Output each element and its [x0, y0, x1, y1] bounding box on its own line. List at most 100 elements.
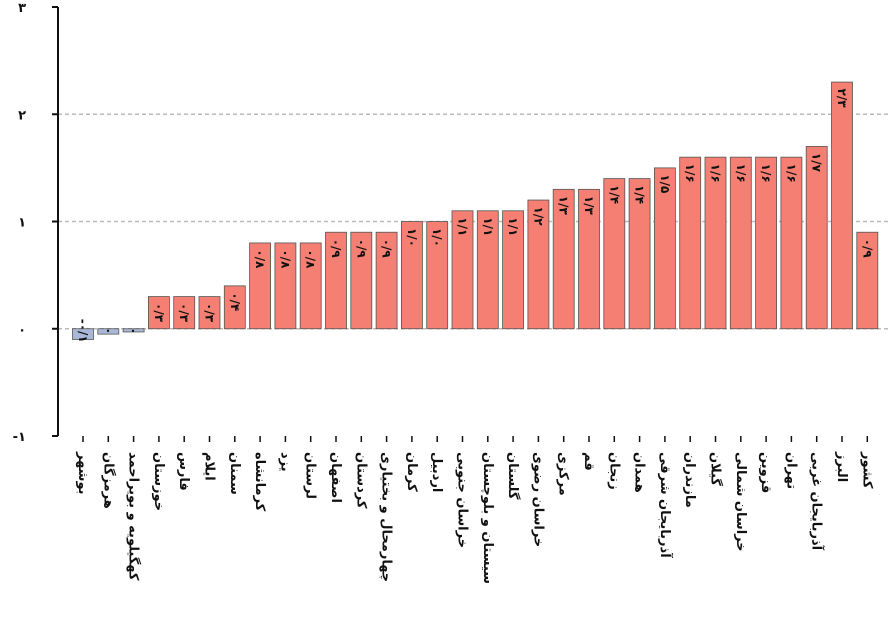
data-label: ۰ — [127, 327, 141, 334]
data-label: ۰/۸ — [253, 249, 267, 269]
bar — [476, 210, 499, 330]
bar — [451, 210, 474, 330]
data-label: ۱/۶ — [759, 164, 773, 183]
category-label: خراسان جنوبی — [455, 452, 470, 548]
bar — [831, 81, 853, 330]
data-label: ۱/۵ — [658, 174, 672, 193]
category-label: گیلان — [708, 452, 724, 486]
data-label: ۰/۴ — [228, 292, 242, 311]
x-axis-ticks — [82, 436, 869, 442]
data-label: ۱/۷ — [810, 153, 824, 173]
category-label: مازندران — [682, 452, 697, 508]
category-label: اردبیل — [429, 452, 444, 492]
category-label: فارس — [176, 452, 191, 491]
data-label: ۱/۶ — [683, 164, 697, 183]
data-label: ۰/۳ — [152, 303, 166, 323]
category-label: البرز — [834, 451, 849, 482]
y-tick-label: ۰ — [18, 323, 26, 338]
data-label: ۱/۰ — [405, 228, 419, 247]
category-label: خراسان شمالی — [733, 452, 748, 552]
category-label: همدان — [632, 452, 647, 493]
category-label: چهارمحال و بختیاری — [379, 452, 394, 582]
category-label: زنجان — [606, 452, 621, 490]
category-label: کردستان — [353, 452, 368, 509]
category-label: سمنان — [227, 452, 242, 495]
category-label: کرمان — [404, 452, 419, 492]
bar — [603, 178, 626, 330]
data-label: ۰/۹ — [329, 239, 343, 259]
bar — [856, 231, 879, 330]
data-label: ۰/۸ — [278, 249, 292, 269]
data-label: ۱/۱ — [481, 217, 495, 236]
data-label: ۰/۹ — [354, 239, 368, 259]
category-label: ایلام — [202, 452, 217, 481]
data-label: ۱/۰ — [430, 228, 444, 247]
data-label: ۰/۳ — [203, 303, 217, 323]
bar — [325, 231, 347, 330]
bar — [375, 231, 398, 330]
bar — [400, 221, 423, 330]
bar — [249, 242, 272, 330]
bar — [654, 167, 676, 330]
category-label: بوشهر — [75, 451, 90, 495]
category-label: قم — [581, 452, 596, 471]
bar — [122, 328, 145, 333]
bar — [147, 296, 170, 330]
category-label: گلستان — [505, 452, 521, 500]
category-label: سیستان و بلوچستان — [480, 452, 495, 584]
category-label: آذربایجان شرقی — [657, 452, 674, 558]
bar — [350, 231, 373, 330]
data-label: ۱/۴ — [607, 185, 621, 204]
bar — [274, 242, 297, 330]
data-label: ۰/۸ — [304, 249, 318, 269]
category-label: کهگیلویه و بویراحمد — [126, 452, 142, 581]
data-label: ۰/۹ — [860, 239, 874, 259]
bar — [729, 156, 752, 330]
category-label: یزد — [277, 452, 292, 472]
bar — [198, 296, 221, 330]
category-label: خوزستان — [151, 452, 166, 511]
category-label: اصفهان — [328, 452, 343, 503]
bar — [527, 199, 550, 330]
bar — [704, 156, 727, 330]
bar — [755, 156, 777, 330]
category-label: تهران — [783, 452, 798, 489]
category-label: مرکزی — [556, 452, 571, 496]
data-labels: -۰/۱ ۰ ۰ ۰/۳ ۰/۳ ۰/۳ ۰/۴ ۰/۸ ۰/۸ ۰/۸ ۰/۹ ۰/۹ ۰/۹ ۱/۰ ۱… — [76, 89, 874, 343]
data-label: ۰ — [101, 327, 115, 334]
y-tick-label: ۲ — [18, 108, 26, 123]
category-label: کشور — [859, 451, 874, 489]
category-labels: بوشهر هرمزگان کهگیلویه و بویراحمد خوزستان فا… — [75, 451, 874, 584]
bar — [628, 178, 651, 330]
data-label: ۱/۴ — [633, 185, 647, 204]
y-axis-ticks: -۱ ۰ ۱ ۲ ۳ — [13, 1, 58, 445]
bar — [426, 221, 449, 330]
y-tick-label: -۱ — [13, 430, 26, 445]
data-label: ۱/۳ — [557, 196, 571, 216]
bar — [780, 156, 803, 330]
bar — [173, 296, 196, 330]
bar — [72, 328, 94, 340]
data-label: ۲/۳ — [835, 89, 849, 109]
bar — [679, 156, 702, 330]
data-label: ۱/۶ — [734, 164, 748, 183]
category-label: کرمانشاه — [252, 452, 267, 512]
category-label: آذربایجان غربی — [809, 452, 826, 551]
category-label: لرستان — [303, 452, 318, 499]
data-label: ۱/۱ — [456, 217, 470, 236]
bar — [578, 188, 600, 330]
data-label: ۱/۶ — [784, 164, 798, 183]
bar — [502, 210, 525, 330]
bar — [805, 146, 828, 330]
category-label: خراسان رضوی — [530, 452, 545, 547]
bar — [223, 285, 246, 330]
data-label: ۱/۲ — [531, 207, 545, 227]
category-label: هرمزگان — [100, 452, 116, 509]
y-tick-label: ۳ — [18, 1, 26, 16]
bars — [72, 81, 879, 340]
category-label: قزوین — [758, 452, 773, 493]
data-label: -۰/۱ — [76, 319, 90, 343]
bar — [97, 328, 120, 335]
bar — [299, 242, 322, 330]
